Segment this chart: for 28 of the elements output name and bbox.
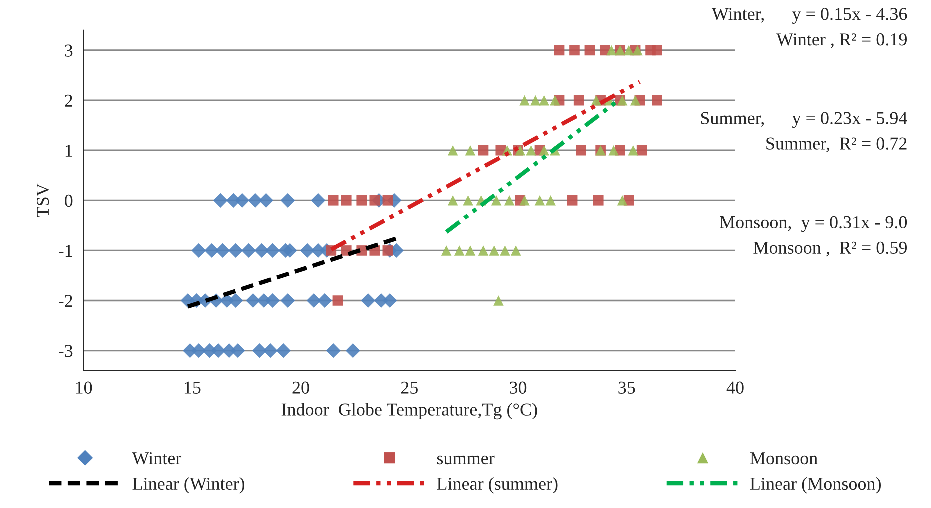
x-tick-label: 30 — [510, 382, 527, 394]
legend-label: Linear (Monsoon) — [750, 477, 881, 494]
annotation: Summer, y = 0.23x - 5.94 — [701, 112, 908, 128]
text: Monsoon , R² = 0.59 — [754, 242, 907, 257]
y-tick-label: -2 — [59, 295, 72, 308]
legend-label: summer — [437, 456, 495, 465]
x-tick-label: 10 — [76, 382, 92, 394]
x-tick-label: 20 — [292, 382, 310, 394]
y-tick-label: 1 — [66, 144, 72, 157]
x-tick-label: 25 — [401, 382, 418, 394]
y-tick-label: 3 — [65, 44, 73, 57]
y-tick-label: 0 — [65, 194, 73, 208]
y-tick-label: 2 — [65, 94, 72, 107]
text: Summer, R² = 0.72 — [766, 138, 907, 152]
legend-label: Linear (Winter) — [132, 477, 245, 494]
legend-label: Linear (summer) — [437, 477, 558, 494]
legend-label: Winter — [132, 452, 182, 465]
x-tick-label: 40 — [726, 382, 744, 394]
x-axis-title: Indoor Globe Temperature,Tg (°C) — [282, 403, 538, 420]
y-axis-title: TSV — [36, 184, 50, 218]
x-tick-label: 35 — [618, 382, 636, 394]
text: Winter , R² = 0.19 — [776, 34, 907, 48]
annotation: Monsoon, y = 0.31x - 9.0 — [720, 216, 908, 232]
legend-label: Monsoon — [750, 452, 818, 465]
x-tick-label: 15 — [184, 382, 201, 394]
y-tick-label: -3 — [59, 345, 73, 358]
y-tick-label: -1 — [59, 245, 72, 257]
text: Winter, y = 0.15x - 4.36 — [712, 8, 908, 24]
